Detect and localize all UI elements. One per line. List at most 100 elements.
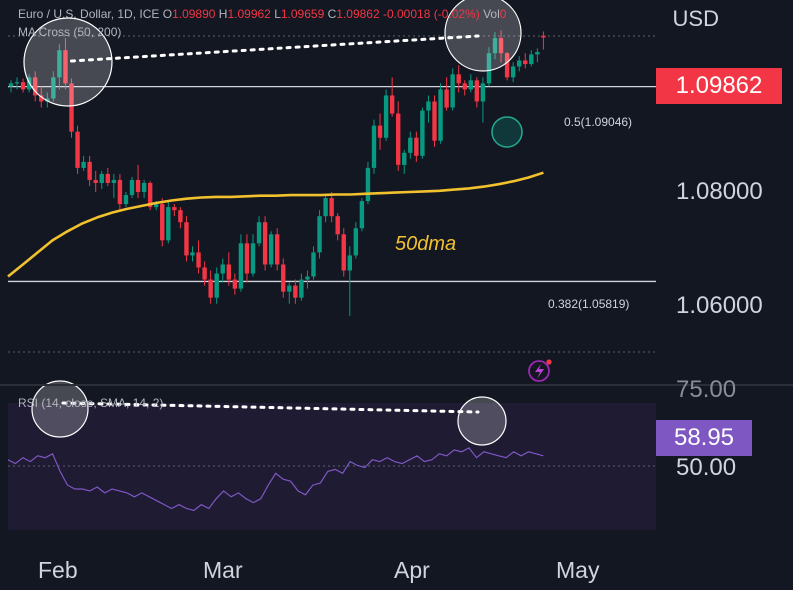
candle[interactable]: [492, 38, 498, 54]
candle[interactable]: [474, 80, 480, 102]
candle[interactable]: [20, 82, 26, 90]
candle[interactable]: [190, 252, 195, 256]
candle[interactable]: [81, 161, 86, 168]
candle[interactable]: [299, 279, 304, 298]
candle[interactable]: [33, 77, 38, 96]
candle[interactable]: [305, 276, 310, 280]
candle[interactable]: [383, 95, 389, 138]
candle[interactable]: [57, 50, 62, 78]
candle[interactable]: [311, 252, 316, 277]
candle[interactable]: [93, 179, 98, 183]
candle[interactable]: [329, 198, 334, 217]
candle[interactable]: [365, 167, 371, 202]
candle[interactable]: [184, 222, 189, 256]
candle[interactable]: [63, 50, 68, 84]
candle[interactable]: [371, 125, 377, 168]
candle[interactable]: [275, 234, 280, 265]
candle[interactable]: [99, 173, 104, 183]
candle[interactable]: [135, 179, 141, 193]
candle[interactable]: [147, 182, 153, 208]
candle[interactable]: [123, 195, 129, 205]
candle[interactable]: [450, 74, 455, 108]
candle[interactable]: [160, 204, 165, 241]
candle[interactable]: [226, 264, 231, 280]
symbol-legend: Euro / U.S. Dollar, 1D, ICE O1.09890 H1.…: [18, 7, 506, 21]
candle[interactable]: [129, 179, 135, 196]
candle[interactable]: [396, 113, 401, 165]
candle[interactable]: [69, 83, 74, 132]
candle[interactable]: [268, 234, 274, 265]
candle[interactable]: [317, 216, 322, 253]
candle[interactable]: [75, 131, 80, 168]
ohlc-value: 0: [499, 7, 507, 21]
candle[interactable]: [444, 89, 449, 108]
candle[interactable]: [420, 110, 425, 156]
ohlc-key: L: [270, 7, 281, 21]
candle[interactable]: [335, 216, 340, 235]
candle[interactable]: [510, 66, 516, 78]
candle[interactable]: [281, 264, 286, 292]
candle[interactable]: [323, 198, 328, 217]
candle[interactable]: [456, 74, 461, 84]
candle[interactable]: [414, 137, 419, 156]
ma50-line[interactable]: [7, 171, 544, 278]
candle[interactable]: [250, 243, 256, 274]
highlight-circle: [444, 0, 522, 72]
candle[interactable]: [178, 210, 183, 223]
rsi-trendline[interactable]: [61, 401, 480, 414]
candle[interactable]: [39, 95, 44, 102]
candle[interactable]: [202, 267, 207, 280]
candle[interactable]: [389, 95, 395, 114]
candle[interactable]: [232, 279, 238, 289]
candle[interactable]: [244, 243, 250, 274]
candle[interactable]: [359, 201, 365, 229]
candle[interactable]: [541, 35, 546, 38]
rsi-line[interactable]: [7, 447, 544, 512]
candle[interactable]: [353, 228, 359, 256]
candle[interactable]: [426, 101, 431, 111]
candle[interactable]: [287, 285, 292, 292]
candle[interactable]: [486, 53, 492, 84]
candle[interactable]: [517, 60, 522, 67]
candle[interactable]: [377, 125, 383, 138]
candle[interactable]: [238, 243, 244, 289]
flash-icon[interactable]: [528, 359, 552, 382]
candle[interactable]: [468, 80, 473, 90]
candle[interactable]: [432, 101, 437, 141]
rsi-tick: 50.00: [676, 454, 737, 481]
fib-level-label: 0.382(1.05819): [548, 297, 630, 311]
candle[interactable]: [341, 234, 346, 271]
candle[interactable]: [172, 207, 177, 211]
candle[interactable]: [462, 83, 467, 90]
candle[interactable]: [45, 98, 50, 102]
candle[interactable]: [14, 82, 20, 84]
candle[interactable]: [408, 137, 413, 153]
candle[interactable]: [154, 204, 159, 208]
candle[interactable]: [220, 264, 225, 274]
candle[interactable]: [166, 207, 171, 241]
candle[interactable]: [438, 89, 443, 141]
candle[interactable]: [523, 60, 528, 65]
candle[interactable]: [262, 222, 268, 265]
pane-separator[interactable]: [0, 384, 793, 386]
ohlc-value: 1.09659: [280, 7, 325, 21]
candle[interactable]: [208, 279, 213, 298]
candle[interactable]: [196, 252, 201, 268]
candle[interactable]: [504, 53, 510, 78]
candle[interactable]: [141, 182, 147, 193]
candle[interactable]: [402, 152, 407, 165]
candle[interactable]: [51, 77, 56, 99]
candle[interactable]: [529, 54, 534, 65]
candle[interactable]: [117, 179, 123, 205]
candle[interactable]: [293, 285, 298, 298]
candle[interactable]: [535, 51, 540, 55]
candle[interactable]: [8, 83, 14, 87]
candle[interactable]: [87, 161, 92, 180]
candle[interactable]: [498, 38, 504, 54]
candle[interactable]: [105, 173, 110, 183]
candle[interactable]: [480, 83, 486, 102]
candle[interactable]: [347, 255, 352, 271]
candle[interactable]: [256, 222, 262, 244]
candle[interactable]: [214, 273, 219, 298]
candle[interactable]: [111, 179, 117, 183]
